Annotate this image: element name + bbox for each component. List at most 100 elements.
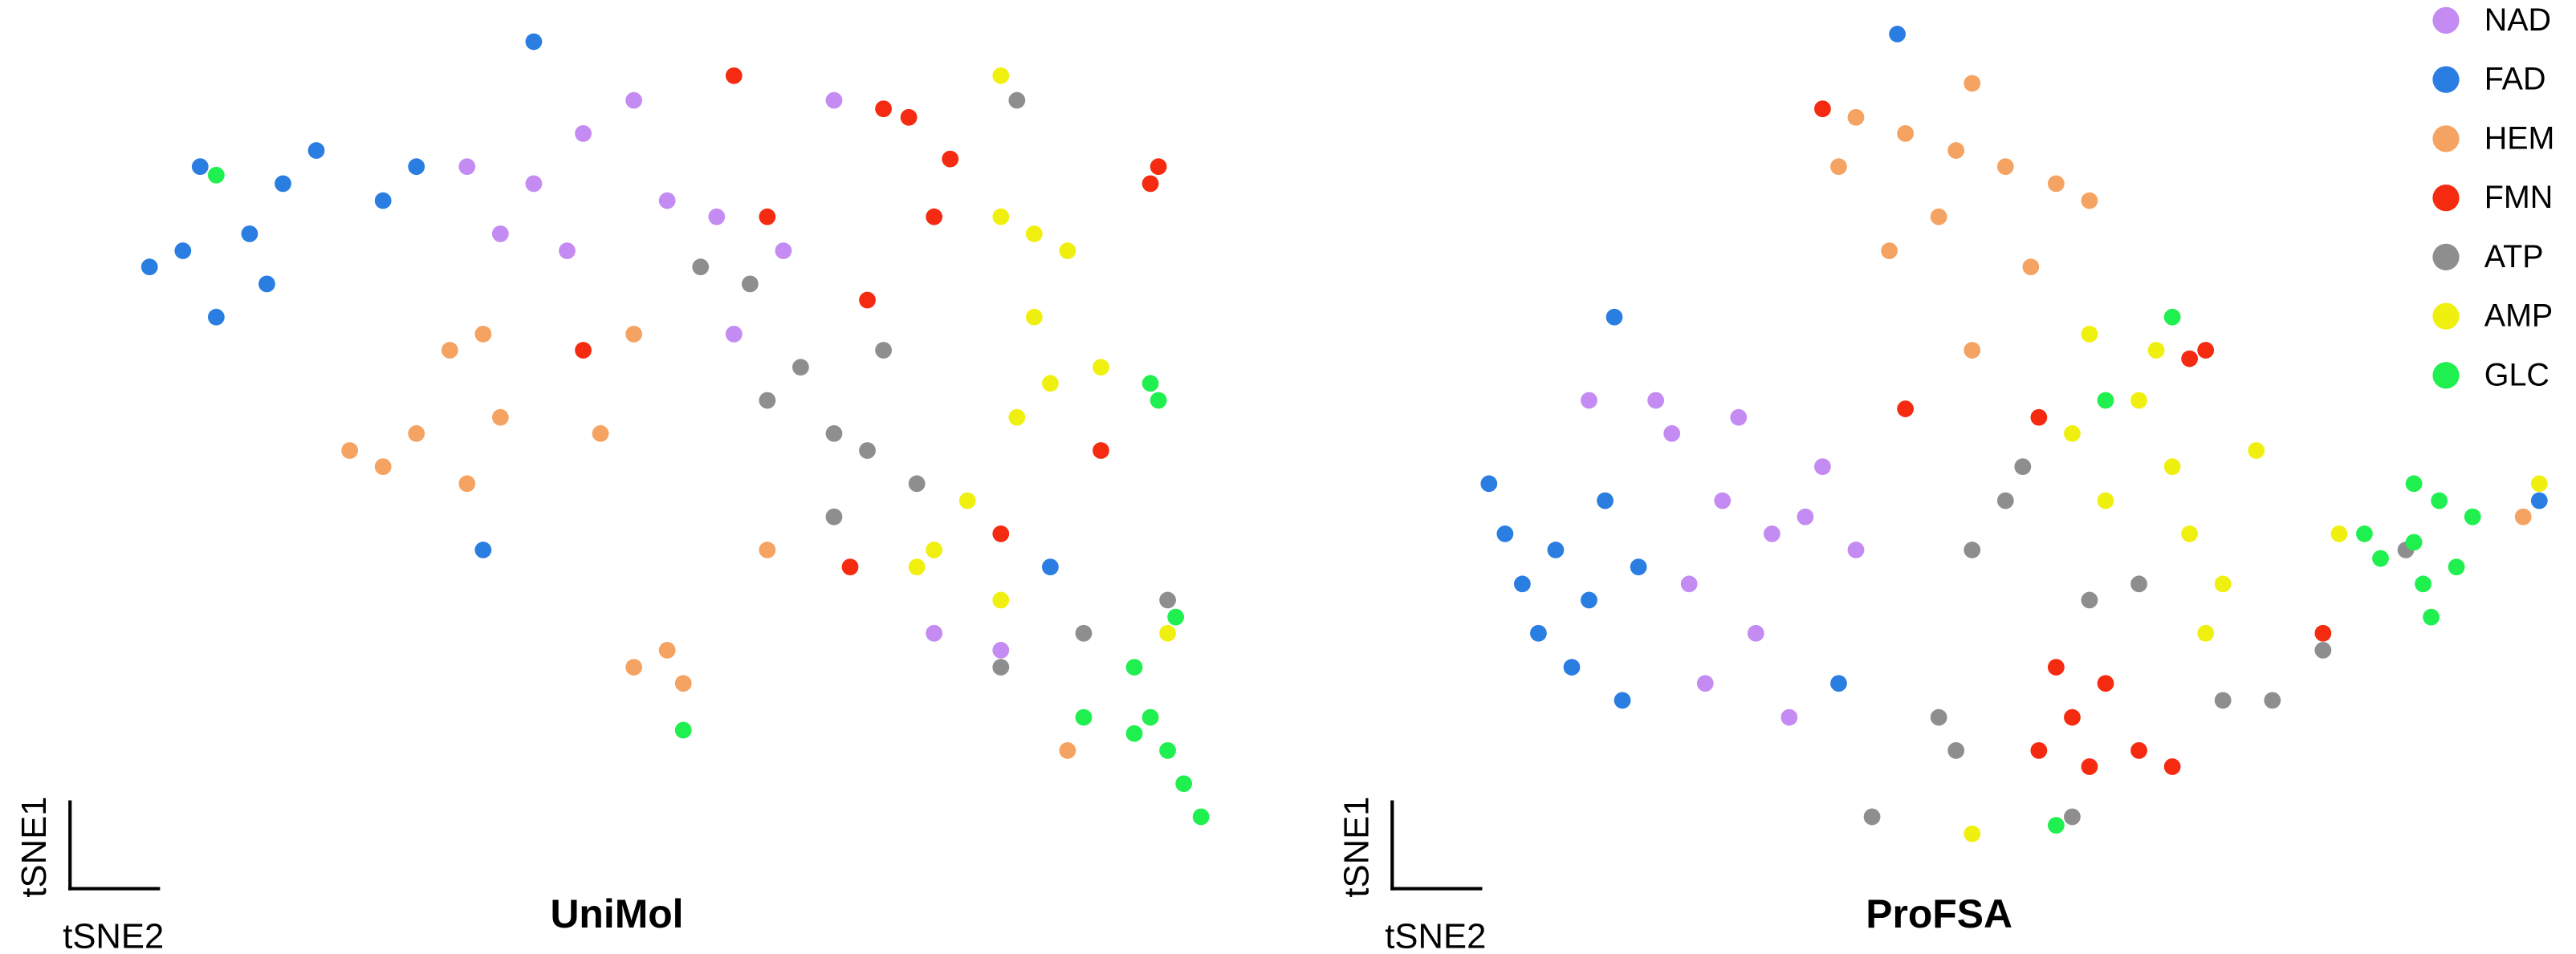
point: [1947, 142, 1965, 159]
point: [708, 208, 726, 225]
point: [140, 258, 158, 276]
legend-label: AMP: [2484, 298, 2554, 334]
point: [825, 91, 843, 109]
point: [474, 325, 492, 343]
point: [625, 659, 642, 676]
point: [458, 475, 476, 493]
point: [2163, 758, 2181, 775]
point: [1075, 624, 1093, 642]
point: [458, 158, 476, 176]
point: [825, 424, 843, 442]
point: [1093, 359, 1109, 376]
point: [2147, 342, 2165, 359]
legend-marker: [2432, 362, 2460, 389]
point: [1581, 392, 1597, 409]
point: [1630, 558, 1647, 575]
point: [1141, 175, 1159, 193]
point: [2130, 392, 2147, 409]
point: [1964, 342, 1981, 359]
point: [1159, 742, 1176, 759]
point: [1730, 408, 1748, 426]
point: [1192, 808, 1210, 826]
point: [174, 242, 192, 259]
point: [1141, 375, 1159, 392]
point: [207, 308, 225, 326]
point: [491, 408, 509, 426]
point: [191, 158, 209, 176]
point: [1714, 492, 1732, 509]
point: [1530, 624, 1547, 642]
point: [926, 542, 943, 558]
point: [908, 475, 926, 493]
point: [1059, 242, 1076, 259]
x-axis-label: tSNE2: [63, 917, 164, 954]
point: [875, 100, 892, 118]
point: [875, 342, 892, 359]
point: [1696, 675, 1714, 692]
point: [1780, 708, 1798, 726]
point: [1964, 825, 1981, 842]
legend-marker: [2432, 125, 2460, 152]
point: [525, 175, 543, 193]
point: [908, 558, 926, 575]
y-axis-label: tSNE1: [1337, 797, 1376, 898]
point: [792, 359, 809, 376]
point: [1897, 400, 1915, 417]
point: [2214, 575, 2232, 593]
point: [592, 424, 609, 442]
point: [2197, 624, 2215, 642]
point: [859, 291, 876, 309]
point: [759, 392, 776, 409]
point: [1075, 708, 1093, 726]
point: [1605, 308, 1623, 326]
point: [1814, 100, 1831, 118]
point: [1496, 525, 1514, 542]
point: [2047, 175, 2065, 193]
point: [2197, 342, 2215, 359]
point: [2081, 325, 2098, 343]
point: [1547, 542, 1565, 558]
point: [2415, 575, 2432, 593]
point: [1614, 692, 1631, 709]
y-axis-label: tSNE1: [15, 797, 54, 898]
point: [2014, 458, 2032, 475]
point: [1581, 591, 1597, 609]
point: [2081, 591, 2098, 609]
point: [992, 208, 1010, 225]
point: [825, 508, 843, 526]
point: [1680, 575, 1698, 593]
point: [674, 721, 692, 739]
point: [1797, 508, 1814, 526]
point: [1996, 158, 2014, 176]
point: [1814, 458, 1831, 475]
point: [2423, 608, 2440, 626]
point: [2163, 458, 2181, 475]
point: [1996, 492, 2014, 509]
point: [2097, 392, 2114, 409]
point: [992, 525, 1010, 542]
point: [900, 108, 918, 126]
point: [2130, 575, 2147, 593]
point: [2248, 442, 2265, 459]
point: [374, 458, 392, 475]
point: [2097, 492, 2114, 509]
point: [2514, 508, 2532, 526]
legend-marker: [2432, 302, 2460, 330]
point: [741, 275, 759, 293]
point: [1663, 424, 1681, 442]
point: [2464, 508, 2481, 526]
legend-label: HEM: [2484, 120, 2555, 156]
point: [2214, 692, 2232, 709]
point: [341, 442, 358, 459]
legend-label: GLC: [2484, 357, 2550, 392]
point: [2097, 675, 2114, 692]
point: [1830, 158, 1847, 176]
point: [1125, 725, 1143, 742]
point: [1480, 475, 1498, 493]
point: [759, 542, 776, 558]
point: [2181, 525, 2198, 542]
point: [1059, 742, 1076, 759]
point: [258, 275, 275, 293]
point: [374, 192, 392, 209]
point: [491, 225, 509, 242]
